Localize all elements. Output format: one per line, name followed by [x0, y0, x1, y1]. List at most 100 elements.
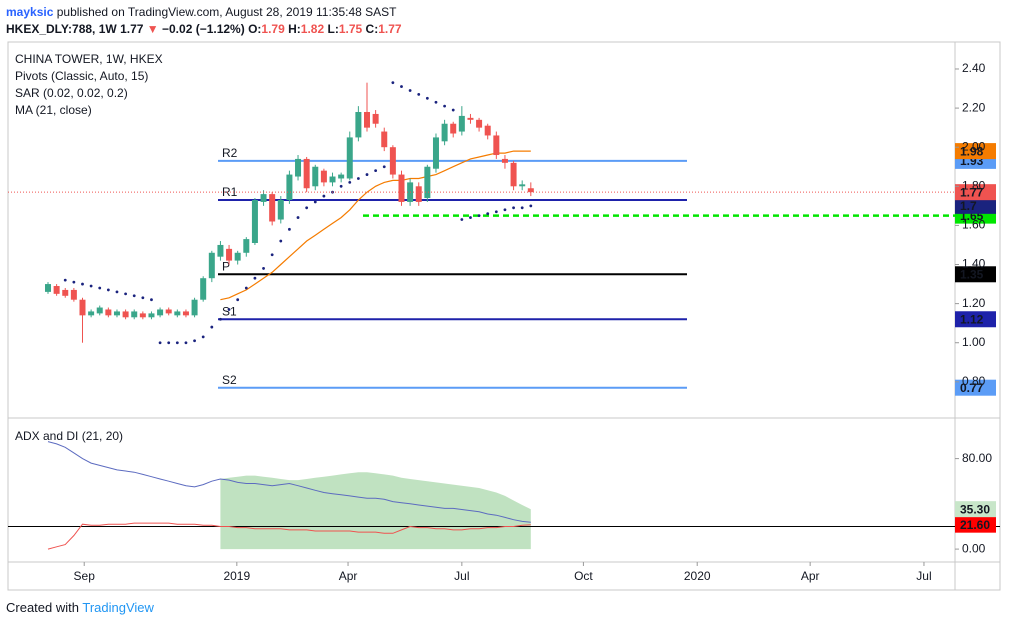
candle-body	[381, 131, 388, 148]
candle-body	[372, 113, 379, 124]
sar-dot	[434, 100, 438, 104]
sar-dot	[494, 210, 498, 214]
candle-body	[424, 166, 431, 199]
candle-body	[501, 158, 508, 163]
price-badge	[955, 501, 996, 518]
sar-dot	[89, 284, 93, 288]
adx-area	[220, 472, 531, 550]
published: published on TradingView.com, August 28,…	[56, 5, 397, 19]
candle-body	[355, 111, 362, 138]
plots: R2 R1 P S1 S2	[8, 81, 1000, 550]
adx-legend: ADX and DI (21, 20)	[15, 429, 123, 443]
candle-body	[286, 174, 293, 200]
candle-body	[45, 284, 52, 292]
candle-body	[260, 194, 267, 202]
price-badge	[955, 266, 996, 283]
candle-body	[157, 309, 164, 316]
price-badge	[955, 184, 996, 201]
candle-body	[398, 174, 405, 202]
last: 1.77	[120, 22, 144, 36]
candle-body	[88, 311, 95, 316]
sar-dot	[81, 282, 84, 286]
x-tick-label: 2019	[223, 569, 250, 583]
sar-dot	[348, 180, 352, 184]
publish-line: mayksic published on TradingView.com, Au…	[6, 4, 402, 21]
ohlc-value: 1.75	[338, 22, 363, 36]
sar-dot	[451, 108, 455, 112]
sar-dot	[72, 280, 76, 284]
pivot-label: S2	[222, 373, 237, 387]
candle-body	[217, 244, 224, 257]
ohlc: O:1.79 H:1.82 L:1.75 C:1.77	[248, 22, 401, 36]
candle-body	[269, 194, 276, 222]
sar-dot	[425, 96, 429, 100]
pivot-label: R2	[222, 146, 238, 160]
candle-body	[243, 239, 250, 253]
candle-body	[62, 289, 69, 296]
pivot-label: S1	[222, 304, 237, 318]
y-tick-label: 1.20	[962, 296, 986, 310]
candle-body	[510, 162, 517, 187]
sar-dot	[167, 341, 171, 345]
candle-body	[174, 311, 181, 316]
sar-dot	[365, 173, 369, 176]
price-badge	[955, 516, 996, 533]
sar-dot	[63, 278, 67, 282]
sar-dot	[106, 288, 110, 292]
ohlc-key: L:	[327, 22, 339, 36]
candle-body	[277, 199, 284, 220]
candle-body	[458, 115, 465, 132]
candle-body	[346, 137, 353, 179]
author[interactable]: mayksic	[6, 5, 54, 19]
y-tick-label: 1.40	[962, 257, 986, 271]
y-tick-label: 2.20	[962, 100, 986, 114]
sar-dot	[115, 290, 119, 294]
x-tick-label: Jul	[916, 569, 931, 583]
sar-dot	[236, 298, 240, 302]
candle-body	[450, 123, 457, 134]
sar-dot	[520, 206, 524, 210]
candle-body	[476, 119, 483, 128]
candle-body	[320, 170, 327, 183]
brand[interactable]: TradingView	[82, 600, 154, 615]
symbol-title: CHINA TOWER, 1W, HKEX	[15, 52, 163, 66]
sar-dot	[201, 335, 205, 339]
sar-dot	[512, 206, 515, 210]
candle-body	[122, 311, 129, 318]
price-badge-label: 1.35	[960, 267, 984, 281]
sar-dot	[132, 294, 136, 298]
sar-dot	[184, 341, 188, 345]
candle-body	[364, 111, 371, 128]
sar-dot	[443, 104, 446, 108]
x-tick-label: Apr	[801, 569, 820, 583]
price-badge	[955, 143, 996, 160]
quote-line: HKEX_DLY:788, 1W 1.77 ▼ −0.02 (−1.12%) O…	[6, 21, 402, 38]
y-tick-label: 2.00	[962, 139, 986, 153]
x-tick-label: 2020	[684, 569, 711, 583]
sar-dot	[150, 298, 153, 302]
y-tick-label: 1.00	[962, 335, 986, 349]
adx-line	[47, 441, 531, 523]
y-tick-label: 1.60	[962, 218, 986, 232]
candle-body	[79, 299, 86, 316]
candle-body	[329, 176, 336, 183]
sar-dot	[279, 239, 283, 243]
candle-body	[251, 199, 258, 244]
sar-dot	[408, 89, 412, 92]
candle-body	[234, 252, 241, 261]
price-badge-label: 1.12	[960, 312, 984, 326]
sar-dot	[270, 253, 274, 257]
candle-body	[338, 174, 345, 179]
candle-body	[441, 123, 448, 142]
frame	[7, 41, 1001, 591]
candle-body	[519, 184, 526, 187]
ohlc-value: 1.79	[261, 22, 285, 36]
sar-dot	[296, 216, 300, 219]
candle-body	[148, 313, 155, 318]
candle-body	[432, 137, 439, 169]
pivot-label: R1	[222, 185, 238, 199]
candle-body	[139, 313, 146, 318]
sar-dot	[382, 165, 386, 169]
